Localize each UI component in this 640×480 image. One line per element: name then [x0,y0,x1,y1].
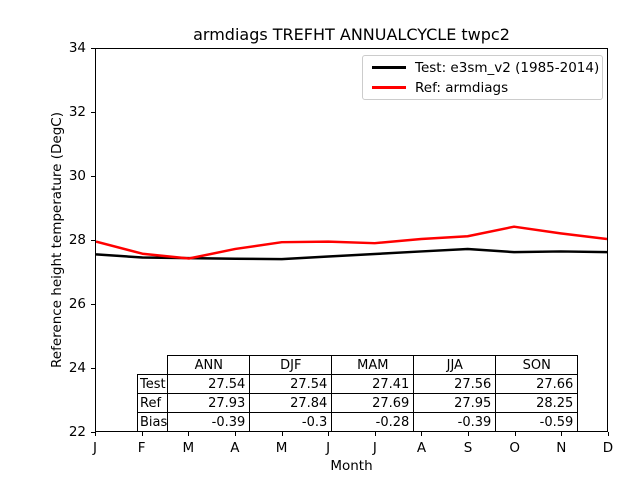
table-row-label: Test [136,374,169,394]
legend-entry: Test: e3sm_v2 (1985-2014) [372,60,599,76]
x-tick-label: A [416,440,427,456]
x-tick-label: F [137,440,146,456]
table-value-cell: 28.25 [495,393,579,413]
table-value-cell: 27.93 [167,393,251,413]
ref-legend-line-swatch [372,86,406,89]
table-header-row: ANN DJF MAM JJA SON [138,355,579,375]
x-tick-mark [374,432,376,436]
y-tick-label: 24 [68,360,86,376]
x-tick-mark [421,432,423,436]
ref-series-line [96,225,607,260]
table-row: Ref 27.93 27.84 27.69 27.95 28.25 [136,393,579,413]
x-tick-mark [281,432,283,436]
table-value-cell: 27.54 [167,374,251,394]
x-tick-mark [328,432,330,436]
x-tick-label: N [556,440,567,456]
stats-table: ANN DJF MAM JJA SON Test 27.54 27.54 27.41 27.56 2… [136,355,579,432]
y-tick-mark [91,432,95,433]
table-value-cell: -0.39 [167,412,251,432]
table-value-cell: 27.69 [331,393,415,413]
table-row: Test 27.54 27.54 27.41 27.56 27.66 [136,374,579,394]
x-tick-label: A [230,440,240,456]
y-tick-mark [91,176,95,177]
table-row-label: Bias [136,412,169,432]
x-tick-mark [468,432,470,436]
table-value-cell: 27.56 [413,374,497,394]
legend-label: Test: e3sm_v2 (1985-2014) [415,59,600,76]
table-value-cell: -0.3 [249,412,333,432]
x-tick-mark [514,432,516,436]
x-tick-mark [608,432,609,436]
table-column-header: JJA [413,355,497,375]
y-tick-label: 26 [68,296,86,312]
x-tick-label: O [509,440,521,456]
table-column-header: MAM [331,355,415,375]
legend-label: Ref: armdiags [415,79,509,96]
x-tick-mark [95,432,96,436]
table-corner-cell [138,356,168,375]
y-tick-label: 28 [68,232,86,248]
y-tick-mark [91,368,95,369]
x-axis-label: Month [330,458,373,474]
chart-title: armdiags TREFHT ANNUALCYCLE twpc2 [193,25,510,44]
legend: Test: e3sm_v2 (1985-2014) Ref: armdiags [362,55,603,100]
x-tick-mark [141,432,143,436]
y-tick-label: 30 [68,168,86,184]
x-tick-label: S [463,440,473,456]
table-value-cell: -0.59 [495,412,579,432]
table-row-label: Ref [136,393,169,413]
table-value-cell: 27.84 [249,393,333,413]
x-tick-mark [234,432,236,436]
legend-entry: Ref: armdiags [372,80,593,96]
table-value-cell: 27.41 [331,374,415,394]
test-legend-line-swatch [372,66,406,69]
table-column-header: SON [495,355,579,375]
x-tick-label: D [602,440,614,456]
table-value-cell: -0.28 [331,412,415,432]
x-tick-label: M [182,440,195,456]
table-value-cell: 27.66 [495,374,579,394]
x-tick-label: J [326,440,331,456]
x-tick-label: M [275,440,288,456]
table-row: Bias -0.39 -0.3 -0.28 -0.39 -0.59 [136,412,579,432]
y-tick-label: 22 [68,424,86,440]
y-tick-label: 32 [68,104,86,120]
y-tick-label: 34 [68,40,86,56]
x-tick-mark [561,432,563,436]
y-tick-mark [91,48,95,49]
x-tick-label: J [93,440,97,456]
y-tick-mark [91,240,95,241]
table-column-header: ANN [167,355,251,375]
line-chart [96,225,607,261]
y-tick-mark [91,304,95,305]
x-tick-label: J [372,440,377,456]
table-value-cell: 27.95 [413,393,497,413]
x-tick-mark [188,432,190,436]
table-column-header: DJF [249,355,333,375]
table-value-cell: 27.54 [249,374,333,394]
table-value-cell: -0.39 [413,412,497,432]
y-tick-mark [91,112,95,113]
